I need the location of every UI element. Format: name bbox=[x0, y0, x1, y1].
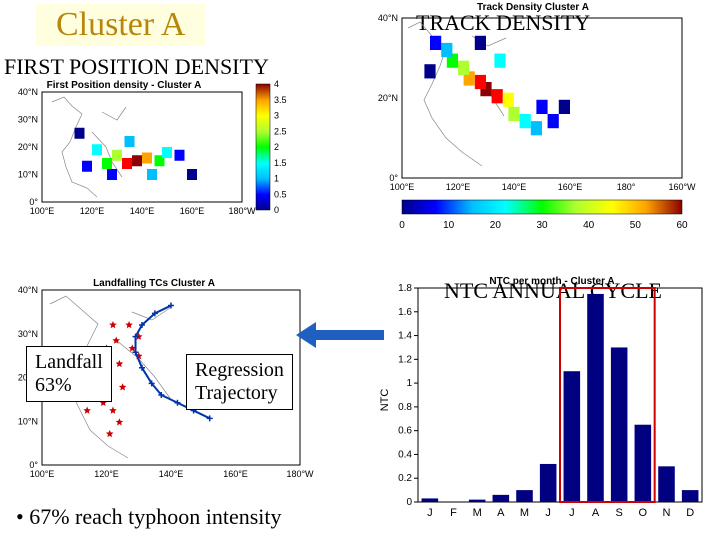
svg-text:140°E: 140°E bbox=[130, 206, 155, 216]
svg-text:10: 10 bbox=[443, 220, 455, 231]
svg-text:120°E: 120°E bbox=[80, 206, 105, 216]
svg-text:0.6: 0.6 bbox=[398, 426, 412, 437]
svg-text:0.5: 0.5 bbox=[274, 189, 287, 199]
svg-text:J: J bbox=[427, 507, 433, 519]
svg-text:30°N: 30°N bbox=[18, 329, 38, 339]
svg-text:3: 3 bbox=[274, 111, 279, 121]
svg-text:10°N: 10°N bbox=[18, 416, 38, 426]
regression-line2: Trajectory bbox=[195, 382, 284, 405]
svg-text:40°N: 40°N bbox=[18, 285, 38, 295]
fp-subtitle: First Position density - Cluster A bbox=[47, 80, 202, 91]
first-position-chart: First Position density - Cluster A 100°E… bbox=[4, 78, 302, 224]
svg-text:40°N: 40°N bbox=[18, 87, 38, 97]
svg-text:160°W: 160°W bbox=[668, 182, 696, 192]
svg-text:20°N: 20°N bbox=[18, 142, 38, 152]
svg-text:2: 2 bbox=[274, 142, 279, 152]
svg-text:M: M bbox=[520, 507, 529, 519]
lf-subtitle: Landfalling TCs Cluster A bbox=[93, 278, 215, 289]
ntc-subtitle: NTC per month - Cluster A bbox=[489, 276, 614, 287]
svg-text:4: 4 bbox=[274, 79, 279, 89]
svg-text:A: A bbox=[592, 507, 600, 519]
ntc-chart: NTC per month - Cluster A NTC J F M A M J J A S O… bbox=[378, 276, 714, 526]
svg-text:180°W: 180°W bbox=[286, 469, 314, 479]
svg-text:0°: 0° bbox=[389, 173, 398, 183]
svg-text:F: F bbox=[450, 507, 457, 519]
svg-text:N: N bbox=[663, 507, 671, 519]
landfall-line1: Landfall bbox=[35, 351, 103, 374]
svg-text:1: 1 bbox=[274, 174, 279, 184]
svg-text:J: J bbox=[545, 507, 551, 519]
svg-text:160°E: 160°E bbox=[558, 182, 583, 192]
landfall-line2: 63% bbox=[35, 374, 103, 397]
track-density-chart: Track Density Cluster A 100°E 120°E 140°E 1… bbox=[358, 0, 708, 240]
svg-text:2.5: 2.5 bbox=[274, 126, 287, 136]
svg-text:140°E: 140°E bbox=[502, 182, 527, 192]
svg-text:1.5: 1.5 bbox=[274, 158, 287, 168]
typhoon-bullet: • 67% reach typhoon intensity bbox=[16, 504, 282, 530]
svg-text:160°E: 160°E bbox=[180, 206, 205, 216]
svg-text:100°E: 100°E bbox=[30, 469, 55, 479]
svg-text:1.4: 1.4 bbox=[398, 331, 412, 342]
svg-text:30°N: 30°N bbox=[18, 115, 38, 125]
svg-text:S: S bbox=[615, 507, 622, 519]
svg-text:0.4: 0.4 bbox=[398, 449, 412, 460]
svg-text:0: 0 bbox=[406, 497, 412, 508]
arrow-icon bbox=[296, 322, 386, 348]
svg-text:30: 30 bbox=[536, 220, 548, 231]
svg-text:40°N: 40°N bbox=[378, 13, 398, 23]
svg-text:0: 0 bbox=[274, 205, 279, 215]
svg-text:40: 40 bbox=[583, 220, 595, 231]
svg-text:10°N: 10°N bbox=[18, 170, 38, 180]
svg-text:0: 0 bbox=[399, 220, 405, 231]
svg-text:100°E: 100°E bbox=[30, 206, 55, 216]
page-title: Cluster A bbox=[36, 4, 205, 46]
svg-text:20: 20 bbox=[490, 220, 502, 231]
first-position-label: FIRST POSITION DENSITY bbox=[4, 54, 269, 80]
svg-text:160°E: 160°E bbox=[223, 469, 248, 479]
svg-text:M: M bbox=[473, 507, 482, 519]
svg-text:O: O bbox=[639, 507, 648, 519]
svg-text:50: 50 bbox=[630, 220, 642, 231]
regression-callout: Regression Trajectory bbox=[186, 354, 293, 410]
landfall-callout: Landfall 63% bbox=[26, 346, 112, 402]
svg-text:180°: 180° bbox=[617, 182, 636, 192]
svg-text:A: A bbox=[497, 507, 505, 519]
svg-text:20°N: 20°N bbox=[378, 93, 398, 103]
svg-text:D: D bbox=[686, 507, 694, 519]
svg-text:1: 1 bbox=[406, 378, 412, 389]
svg-text:60: 60 bbox=[676, 220, 688, 231]
svg-text:0.2: 0.2 bbox=[398, 473, 412, 484]
ntc-ylabel: NTC bbox=[379, 389, 391, 412]
title-text: Cluster A bbox=[56, 6, 185, 43]
svg-text:1.8: 1.8 bbox=[398, 283, 412, 294]
regression-line1: Regression bbox=[195, 359, 284, 382]
svg-text:0°: 0° bbox=[29, 197, 38, 207]
svg-text:0.8: 0.8 bbox=[398, 402, 412, 413]
svg-text:1.6: 1.6 bbox=[398, 307, 412, 318]
svg-text:0°: 0° bbox=[29, 460, 38, 470]
td-subtitle: Track Density Cluster A bbox=[477, 2, 589, 13]
svg-text:120°E: 120°E bbox=[446, 182, 471, 192]
svg-text:100°E: 100°E bbox=[390, 182, 415, 192]
svg-text:180°W: 180°W bbox=[228, 206, 256, 216]
svg-text:1.2: 1.2 bbox=[398, 354, 412, 365]
svg-text:120°E: 120°E bbox=[94, 469, 119, 479]
svg-text:3.5: 3.5 bbox=[274, 95, 287, 105]
svg-text:140°E: 140°E bbox=[159, 469, 184, 479]
svg-text:J: J bbox=[569, 507, 575, 519]
